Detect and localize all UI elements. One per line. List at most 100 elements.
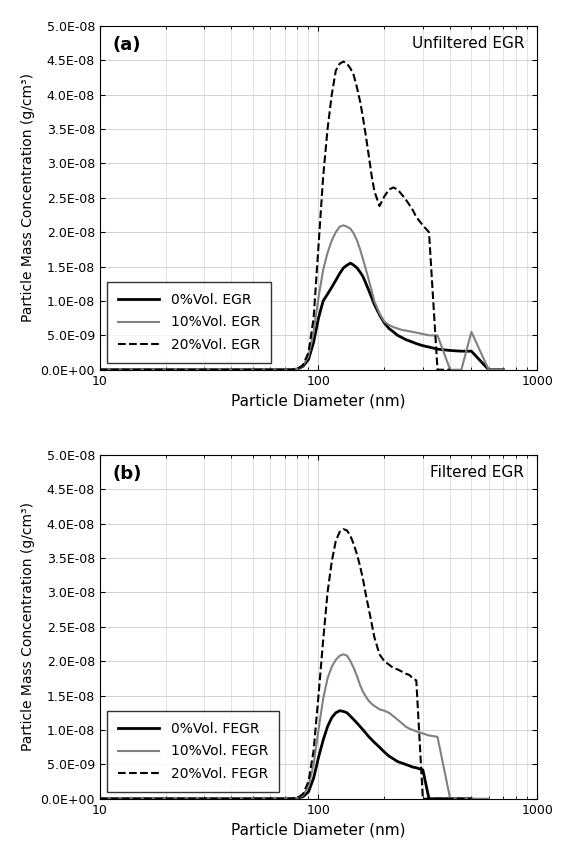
20%Vol. EGR [266,365,273,375]
20%Vol. EGR [398,190,405,200]
20%Vol. EGR [406,200,413,210]
20%Vol. EGR [274,365,281,375]
20%Vol. EGR [281,365,288,375]
Line: 20%Vol. EGR: 20%Vol. EGR [100,62,450,370]
0%Vol. FEGR [336,705,343,716]
20%Vol. EGR [340,57,347,67]
20%Vol. FEGR [386,660,393,670]
10%Vol. FEGR [366,696,373,706]
0%Vol. EGR [371,299,378,310]
20%Vol. EGR [162,365,169,375]
0%Vol. FEGR [305,787,312,797]
0%Vol. EGR [500,365,507,375]
20%Vol. FEGR [96,794,103,804]
10%Vol. EGR [500,365,507,375]
20%Vol. EGR [420,221,426,231]
20%Vol. EGR [354,82,360,93]
Line: 10%Vol. FEGR: 10%Vol. FEGR [100,655,488,799]
20%Vol. EGR [96,365,103,375]
X-axis label: Particle Diameter (nm): Particle Diameter (nm) [231,393,406,408]
Text: (a): (a) [113,36,141,54]
20%Vol. EGR [368,171,375,181]
20%Vol. EGR [356,96,363,106]
0%Vol. EGR [363,279,370,289]
10%Vol. FEGR [485,794,492,804]
20%Vol. EGR [366,151,373,161]
20%Vol. EGR [390,183,397,193]
Line: 10%Vol. EGR: 10%Vol. EGR [100,226,503,370]
20%Vol. EGR [371,186,378,196]
10%Vol. EGR [96,365,103,375]
20%Vol. FEGR [340,524,347,535]
0%Vol. FEGR [468,794,475,804]
20%Vol. EGR [288,365,294,375]
20%Vol. EGR [344,58,351,69]
Line: 20%Vol. FEGR: 20%Vol. FEGR [100,529,471,799]
20%Vol. EGR [305,347,312,358]
20%Vol. EGR [320,172,327,182]
20%Vol. EGR [336,58,343,69]
20%Vol. FEGR [371,632,378,643]
10%Vol. EGR [434,330,441,341]
20%Vol. EGR [183,365,190,375]
20%Vol. EGR [363,132,370,142]
20%Vol. EGR [376,201,383,211]
0%Vol. EGR [347,258,354,269]
10%Vol. FEGR [340,650,347,660]
Text: Filtered EGR: Filtered EGR [430,465,524,480]
0%Vol. FEGR [96,794,103,804]
20%Vol. EGR [258,365,265,375]
0%Vol. EGR [434,344,441,354]
Text: (b): (b) [113,465,142,483]
20%Vol. EGR [402,194,409,204]
Legend: 0%Vol. FEGR, 10%Vol. FEGR, 20%Vol. FEGR: 0%Vol. FEGR, 10%Vol. FEGR, 20%Vol. FEGR [107,711,279,792]
10%Vol. EGR [294,364,301,374]
0%Vol. EGR [366,286,373,296]
10%Vol. FEGR [315,725,322,735]
20%Vol. EGR [425,227,432,238]
10%Vol. EGR [366,275,373,286]
10%Vol. FEGR [447,794,453,804]
20%Vol. EGR [386,184,393,195]
20%Vol. EGR [249,365,256,375]
20%Vol. EGR [239,365,246,375]
20%Vol. EGR [328,89,335,100]
20%Vol. EGR [350,70,357,81]
20%Vol. EGR [294,364,301,374]
20%Vol. EGR [215,365,222,375]
10%Vol. EGR [402,325,409,335]
Legend: 0%Vol. EGR, 10%Vol. EGR, 20%Vol. EGR: 0%Vol. EGR, 10%Vol. EGR, 20%Vol. EGR [107,282,271,363]
20%Vol. EGR [310,313,317,323]
Line: 0%Vol. EGR: 0%Vol. EGR [100,263,503,370]
Y-axis label: Particle Mass Concentration (g/cm³): Particle Mass Concentration (g/cm³) [21,73,35,323]
20%Vol. FEGR [300,789,307,799]
10%Vol. FEGR [344,650,351,661]
0%Vol. FEGR [458,794,465,804]
0%Vol. EGR [96,365,103,375]
0%Vol. FEGR [371,737,378,747]
10%Vol. FEGR [96,794,103,804]
20%Vol. EGR [201,365,208,375]
20%Vol. EGR [332,65,339,76]
20%Vol. EGR [360,113,367,124]
20%Vol. EGR [135,365,142,375]
Line: 0%Vol. FEGR: 0%Vol. FEGR [100,710,471,799]
20%Vol. EGR [447,365,453,375]
10%Vol. FEGR [371,701,378,711]
X-axis label: Particle Diameter (nm): Particle Diameter (nm) [231,822,406,837]
Y-axis label: Particle Mass Concentration (g/cm³): Particle Mass Concentration (g/cm³) [21,502,35,752]
20%Vol. EGR [394,184,401,195]
20%Vol. EGR [381,191,388,202]
0%Vol. EGR [402,335,409,345]
20%Vol. FEGR [468,794,475,804]
10%Vol. EGR [340,221,347,231]
20%Vol. EGR [228,365,235,375]
Text: Unfiltered EGR: Unfiltered EGR [412,36,524,51]
0%Vol. FEGR [300,792,307,802]
20%Vol. EGR [413,212,420,222]
20%Vol. EGR [434,365,441,375]
0%Vol. FEGR [274,794,281,804]
10%Vol. EGR [371,296,378,306]
20%Vol. EGR [324,124,331,134]
20%Vol. FEGR [274,794,281,804]
